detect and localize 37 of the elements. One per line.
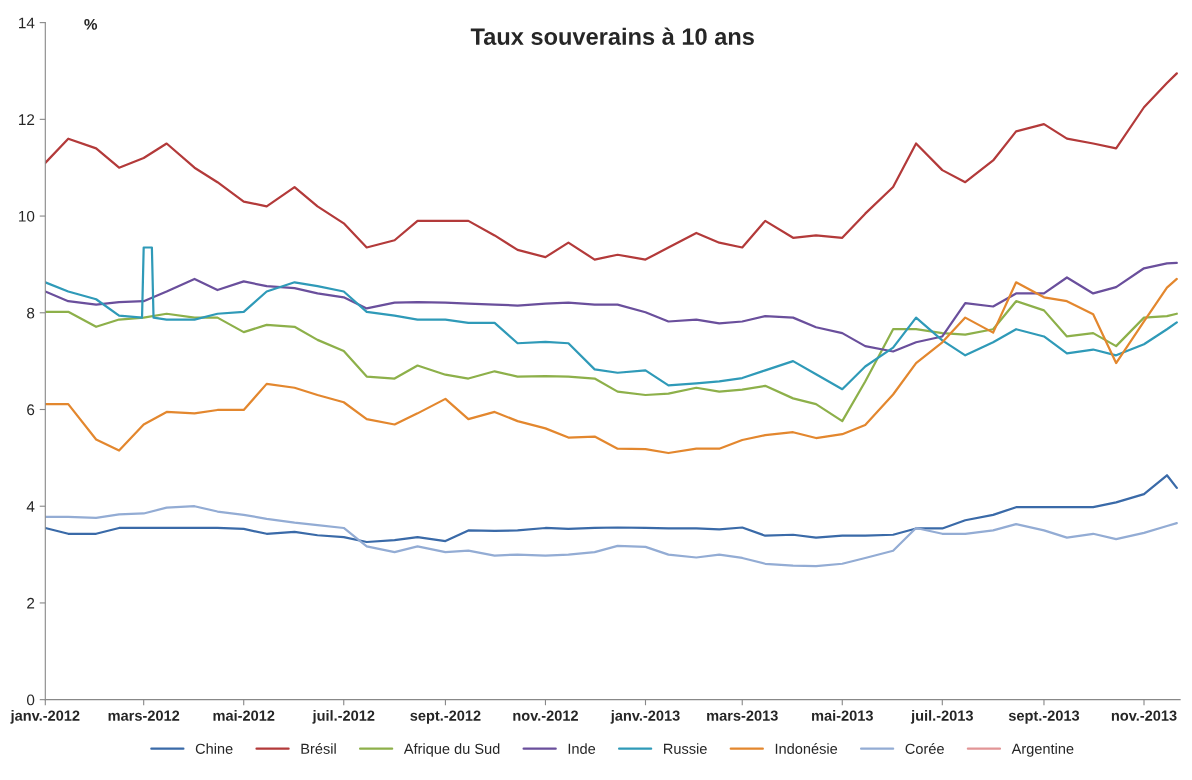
line-series — [45, 505, 1178, 568]
y-tick-label: 4 — [26, 501, 35, 512]
x-tick-label: janv.-2013 — [610, 710, 680, 724]
line-series — [45, 300, 1178, 423]
y-tick-label: 6 — [27, 404, 35, 416]
x-tick-label: sept.-2012 — [410, 710, 481, 724]
x-tick-label: mars-2012 — [108, 710, 180, 721]
y-tick-label: 12 — [19, 114, 35, 125]
line-series — [45, 474, 1178, 544]
x-tick-label: juil.-2012 — [312, 710, 375, 724]
x-tick-label: mai-2013 — [812, 710, 873, 721]
line-series — [45, 246, 1178, 391]
y-tick-label: 0 — [26, 694, 35, 706]
legend-label: Afrique du Sud — [403, 743, 500, 757]
x-tick-label: nov.-2012 — [513, 710, 578, 721]
y-tick-label: 14 — [19, 17, 35, 29]
legend-label: Indonésie — [775, 743, 838, 754]
x-tick-label: juil.-2013 — [910, 710, 973, 724]
y-axis-title: % — [84, 18, 98, 30]
legend-label: Argentine — [1011, 743, 1074, 757]
x-tick-label: mai-2012 — [213, 710, 275, 721]
line-series — [45, 277, 1178, 455]
y-tick-label: 10 — [19, 210, 35, 222]
legend-label: Corée — [905, 743, 944, 754]
legend-label: Russie — [664, 743, 707, 754]
line-series — [45, 72, 1178, 261]
y-tick-label: 2 — [27, 597, 35, 609]
legend-label: Inde — [568, 743, 596, 754]
x-tick-label: sept.-2013 — [1008, 710, 1080, 724]
x-tick-label: mars-2013 — [707, 710, 778, 721]
x-tick-label: nov.-2013 — [1111, 710, 1177, 721]
x-tick-label: janv.-2012 — [10, 710, 80, 724]
chart-title: Taux souverains à 10 ans — [470, 27, 754, 45]
line-series — [45, 261, 1178, 353]
legend-label: Chine — [195, 743, 233, 754]
y-tick-label: 8 — [27, 307, 35, 319]
legend-label: Brésil — [301, 743, 336, 754]
